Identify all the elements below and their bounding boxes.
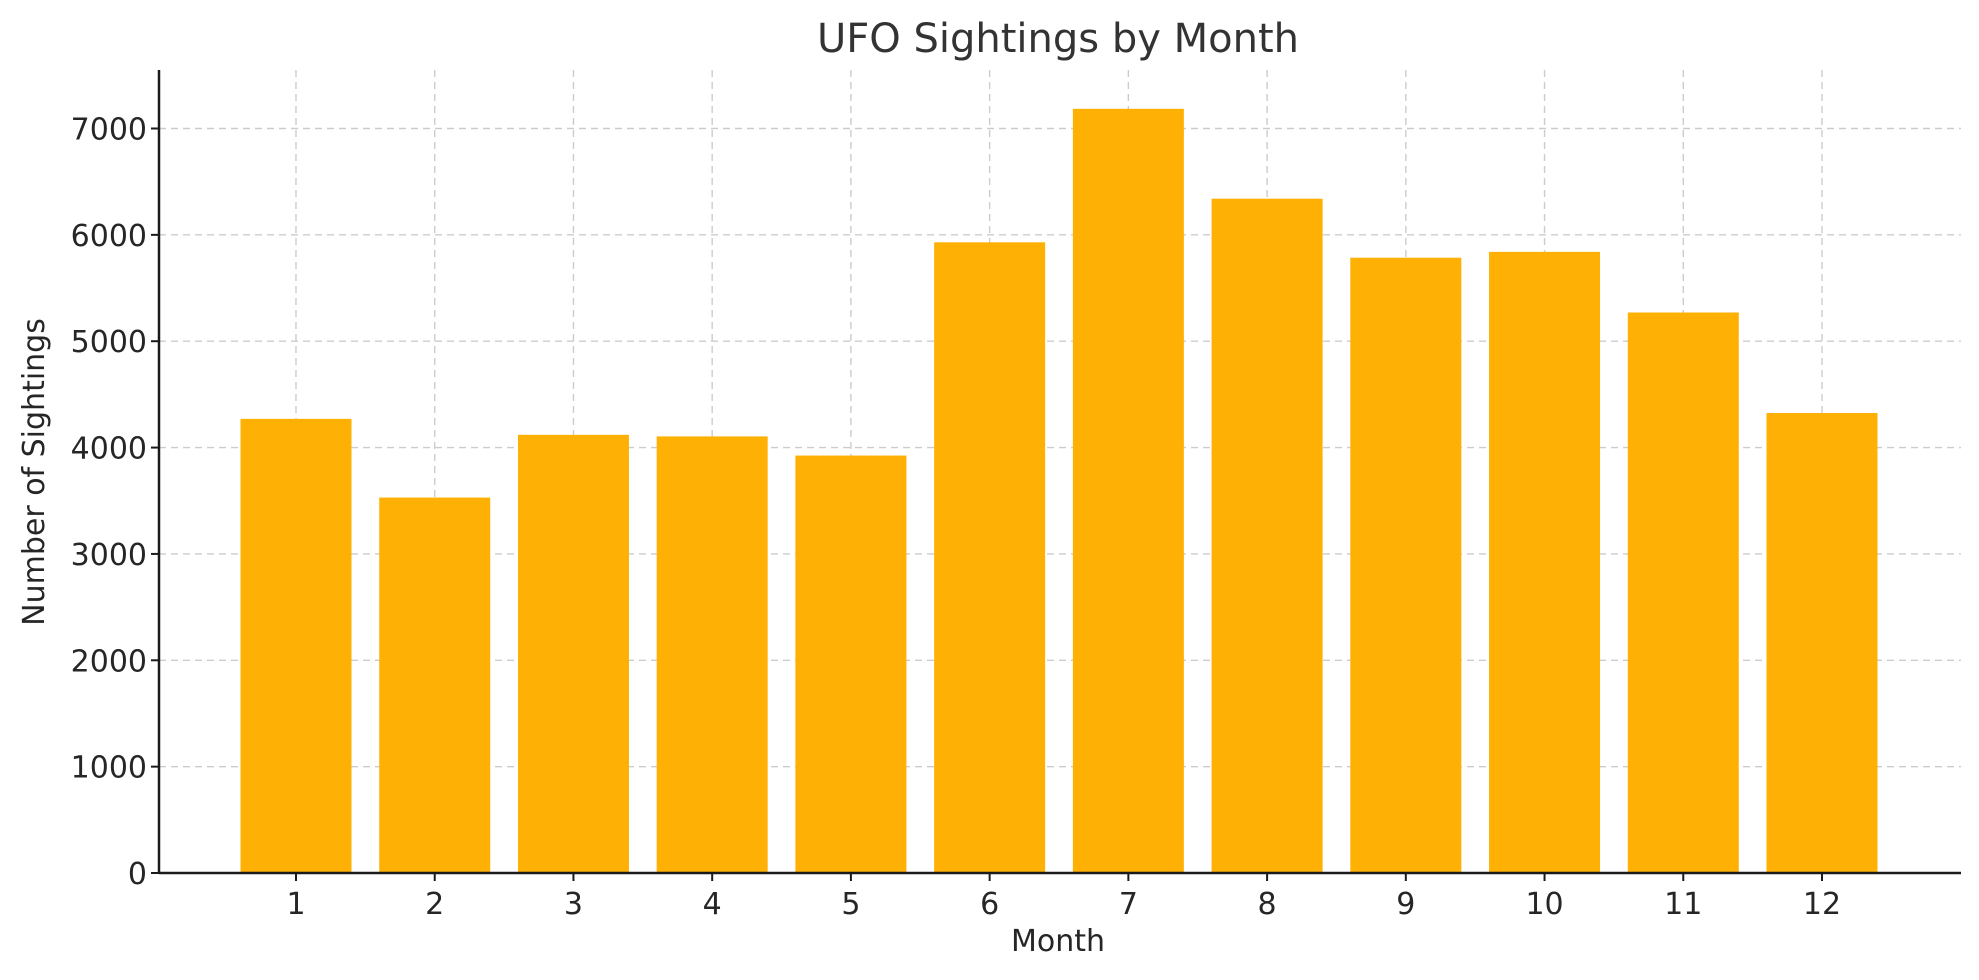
x-tick-label: 9: [1396, 887, 1415, 922]
x-tick-label: 6: [980, 887, 999, 922]
chart-title: UFO Sightings by Month: [817, 16, 1299, 62]
bar-month-6: [934, 242, 1046, 874]
bar-month-11: [1627, 312, 1739, 873]
bar-month-12: [1766, 413, 1878, 873]
x-tick-label: 12: [1803, 887, 1841, 922]
y-tick-label: 7000: [71, 112, 147, 147]
x-tick-label: 3: [564, 887, 583, 922]
x-tick-label: 11: [1664, 887, 1702, 922]
y-ticks: 0 1000 2000 3000 4000 5000 6000 7000: [71, 112, 159, 892]
bar-month-4: [656, 436, 768, 873]
bar-month-10: [1489, 251, 1601, 873]
bar-month-8: [1211, 198, 1323, 873]
x-tick-label: 1: [286, 887, 305, 922]
x-tick-label: 7: [1119, 887, 1138, 922]
x-tick-label: 5: [841, 887, 860, 922]
y-tick-label: 0: [128, 857, 147, 892]
bar-month-7: [1072, 108, 1184, 873]
bar-month-2: [379, 497, 491, 873]
x-ticks: 1 2 3 4 5 6 7 8 9 10 11 12: [286, 873, 1841, 922]
x-tick-label: 10: [1525, 887, 1563, 922]
y-axis-label: Number of Sightings: [17, 318, 52, 626]
x-tick-label: 4: [703, 887, 722, 922]
y-tick-label: 1000: [71, 751, 147, 786]
x-tick-label: 8: [1258, 887, 1277, 922]
y-tick-label: 4000: [71, 432, 147, 467]
bars: [240, 108, 1878, 874]
y-tick-label: 5000: [71, 325, 147, 360]
x-axis-label: Month: [1011, 924, 1105, 959]
x-tick-label: 2: [425, 887, 444, 922]
y-tick-label: 3000: [71, 538, 147, 573]
bar-month-3: [517, 434, 629, 873]
y-tick-label: 6000: [71, 219, 147, 254]
y-tick-label: 2000: [71, 644, 147, 679]
bar-month-1: [240, 418, 352, 873]
bar-month-9: [1350, 257, 1462, 873]
bar-month-5: [795, 455, 907, 873]
axes: [157, 70, 1961, 875]
